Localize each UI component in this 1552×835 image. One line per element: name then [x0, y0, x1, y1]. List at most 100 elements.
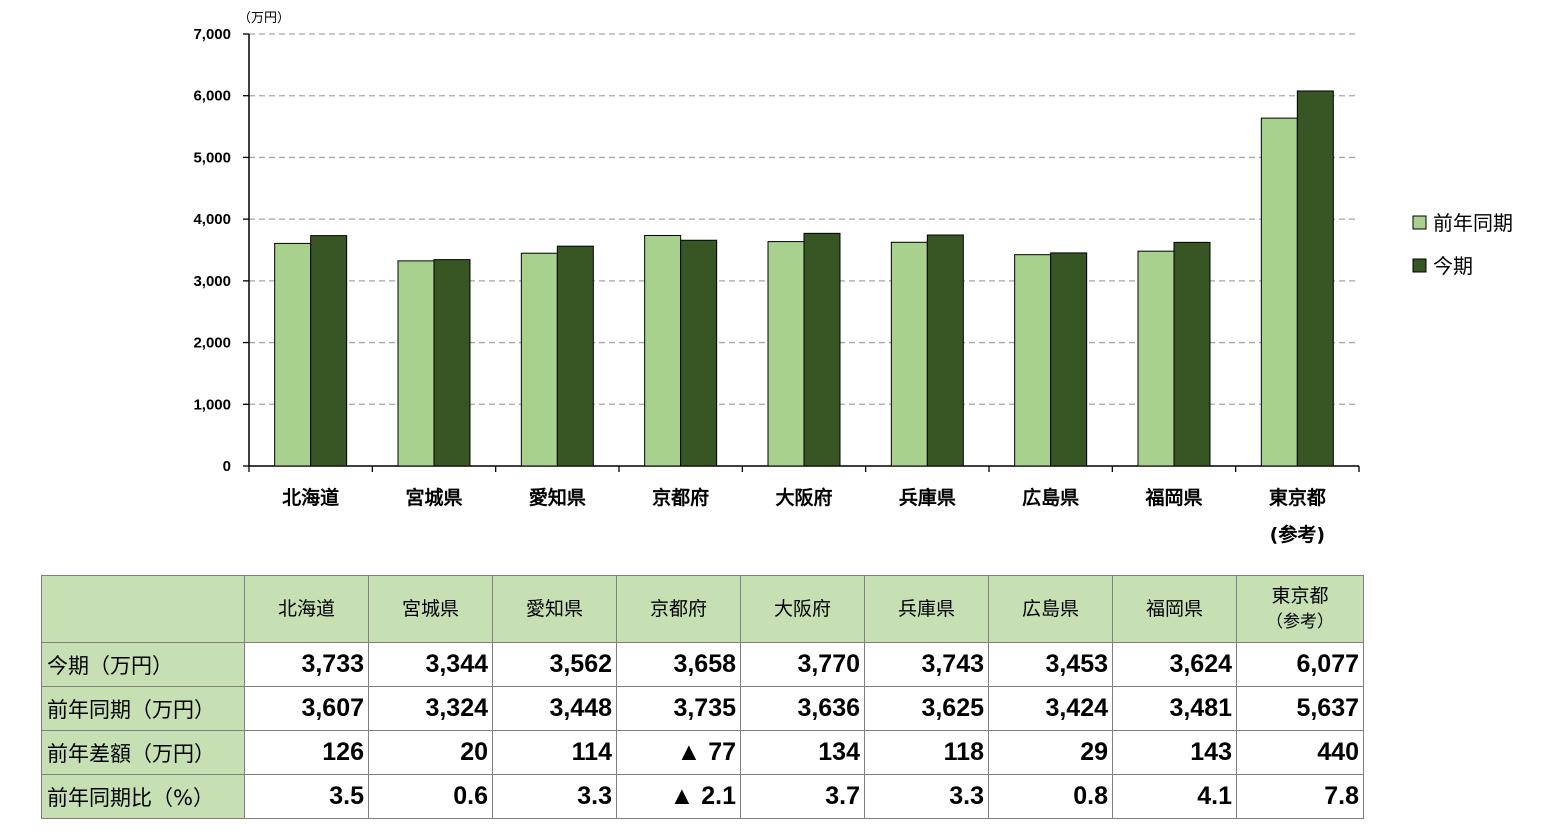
x-category-label: 福岡県 [1144, 486, 1202, 509]
bar-chart: 0 1,000 2,000 3,000 4,000 5,000 6,000 7,000 （万円）… [193, 11, 1513, 546]
x-category-label: 広島県 [1022, 486, 1079, 509]
table-header-note: （参考） [1266, 612, 1334, 632]
row-label: 前年同期比（%） [41, 774, 245, 819]
bar-previous [397, 260, 435, 467]
table-cell: 3.3 [492, 774, 617, 819]
bar-current [926, 234, 964, 467]
table-cell: 5,637 [1236, 686, 1364, 731]
row-label: 今期（万円） [41, 642, 245, 687]
row-label: 前年同期（万円） [41, 686, 245, 731]
table-cell: 3,481 [1112, 686, 1237, 731]
bar-previous [1137, 250, 1175, 467]
bar-current [556, 245, 594, 467]
table-cell: 3,733 [244, 642, 369, 687]
table-header-cell: 広島県 [988, 575, 1113, 643]
table-header-cell: 福岡県 [1112, 575, 1237, 643]
legend-swatch [1412, 215, 1427, 230]
table-cell: 114 [492, 730, 617, 775]
table-header-cell: 兵庫県 [864, 575, 989, 643]
data-table: 北海道 宮城県 愛知県 京都府 大阪府 兵庫県 広島県 福岡県 東京都 （参考）… [41, 575, 1364, 819]
bar-previous [767, 241, 805, 467]
table-cell: 3,324 [368, 686, 493, 731]
bar-current [310, 235, 348, 467]
x-category-label: 兵庫県 [899, 486, 956, 509]
bar-current [1173, 241, 1211, 467]
table-cell: 3,607 [244, 686, 369, 731]
bar-previous [1014, 254, 1052, 467]
table-cell: 3.3 [864, 774, 989, 819]
bar-current [433, 259, 471, 467]
table-cell: 7.8 [1236, 774, 1364, 819]
table-cell: 3,562 [492, 642, 617, 687]
table-cell: 3.5 [244, 774, 369, 819]
table-header-cell: 東京都 （参考） [1236, 575, 1364, 643]
table-cell: ▲ 2.1 [616, 774, 741, 819]
x-category-label: 大阪府 [775, 486, 832, 509]
table-cell: 126 [244, 730, 369, 775]
x-category-label: 北海道 [282, 486, 339, 509]
row-label: 前年差額（万円） [41, 730, 245, 775]
table-cell: 29 [988, 730, 1113, 775]
table-corner-cell [41, 575, 245, 643]
table-row: 前年差額（万円） 126 20 114 ▲ 77 134 118 29 143 … [41, 730, 1364, 775]
y-tick-label: 0 [223, 458, 231, 475]
table-cell: 118 [864, 730, 989, 775]
y-tick-label: 6,000 [193, 88, 231, 105]
table-cell: 6,077 [1236, 642, 1364, 687]
bar-current [680, 239, 718, 467]
table-cell: 3,735 [616, 686, 741, 731]
table-cell: 3,344 [368, 642, 493, 687]
table-cell: 3.7 [740, 774, 865, 819]
x-category-note: (参考) [1270, 523, 1325, 546]
table-cell: 0.6 [368, 774, 493, 819]
table-cell: 3,453 [988, 642, 1113, 687]
table-cell: 440 [1236, 730, 1364, 775]
x-category-label: 東京都 [1269, 486, 1326, 509]
bar-previous [890, 241, 928, 467]
table-cell: 20 [368, 730, 493, 775]
table-cell: 3,743 [864, 642, 989, 687]
table-cell: 3,624 [1112, 642, 1237, 687]
y-tick-label: 4,000 [193, 211, 231, 228]
table-row: 前年同期比（%） 3.5 0.6 3.3 ▲ 2.1 3.7 3.3 0.8 4… [41, 774, 1364, 819]
table-cell: 3,770 [740, 642, 865, 687]
x-category-label: 愛知県 [529, 486, 586, 509]
table-header-cell: 大阪府 [740, 575, 865, 643]
table-cell: 4.1 [1112, 774, 1237, 819]
x-category-label: 京都府 [652, 486, 709, 509]
bar-previous [520, 252, 558, 467]
table-row: 今期（万円） 3,733 3,344 3,562 3,658 3,770 3,7… [41, 642, 1364, 687]
table-cell: 134 [740, 730, 865, 775]
bar-current [1050, 252, 1088, 467]
table-cell: 3,448 [492, 686, 617, 731]
y-tick-label: 5,000 [193, 149, 231, 166]
y-tick-label: 2,000 [193, 335, 231, 352]
table-cell: 3,658 [616, 642, 741, 687]
table-cell: 143 [1112, 730, 1237, 775]
y-tick-label: 7,000 [193, 26, 231, 43]
y-tick-label: 3,000 [193, 273, 231, 290]
table-header-cell: 宮城県 [368, 575, 493, 643]
table-cell: 3,625 [864, 686, 989, 731]
bar-current [1296, 90, 1334, 467]
table-header-row: 北海道 宮城県 愛知県 京都府 大阪府 兵庫県 広島県 福岡県 東京都 （参考） [41, 575, 1364, 643]
bar-previous [644, 234, 682, 467]
table-cell: 0.8 [988, 774, 1113, 819]
legend-label: 今期 [1433, 254, 1473, 278]
table-cell: ▲ 77 [616, 730, 741, 775]
legend-swatch [1412, 258, 1427, 273]
legend-label: 前年同期 [1433, 211, 1513, 235]
chart-svg: 0 1,000 2,000 3,000 4,000 5,000 6,000 7,000 （万円）… [193, 11, 1513, 546]
y-tick-label: 1,000 [193, 396, 231, 413]
table-row: 前年同期（万円） 3,607 3,324 3,448 3,735 3,636 3… [41, 686, 1364, 731]
x-category-label: 宮城県 [405, 486, 462, 509]
table-header-cell: 北海道 [244, 575, 369, 643]
table-header-cell: 京都府 [616, 575, 741, 643]
table-cell: 3,424 [988, 686, 1113, 731]
bar-current [803, 232, 841, 467]
table-header-cell: 愛知県 [492, 575, 617, 643]
bar-previous [274, 242, 312, 467]
bar-previous [1260, 117, 1298, 467]
y-axis-unit-label: （万円） [238, 11, 290, 26]
table-cell: 3,636 [740, 686, 865, 731]
